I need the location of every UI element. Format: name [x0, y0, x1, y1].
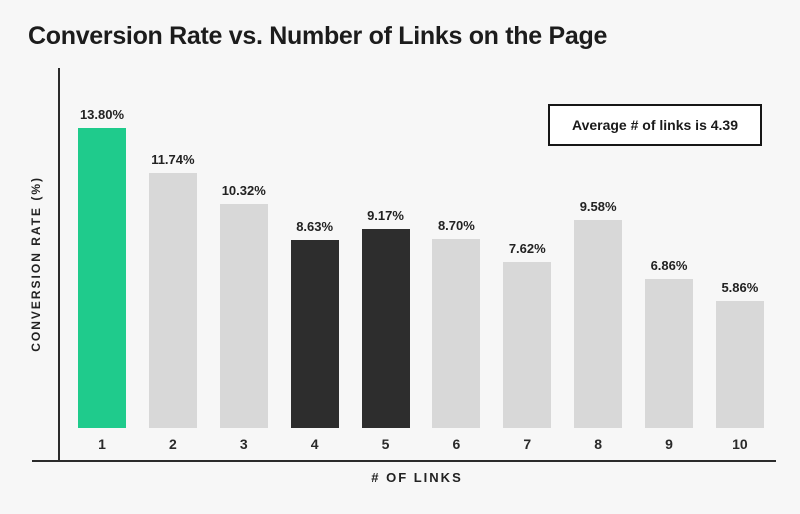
x-axis-line	[32, 460, 776, 462]
chart-title: Conversion Rate vs. Number of Links on t…	[28, 22, 608, 50]
x-tick-label: 6	[452, 436, 461, 452]
bar	[645, 279, 693, 428]
x-tick-label: 10	[732, 436, 748, 452]
bar-value-label: 5.86%	[721, 280, 759, 295]
plot-area: Average # of links is 4.39 13.80% 1 11.74%…	[58, 68, 776, 460]
x-tick-label: 3	[239, 436, 248, 452]
annotation-box: Average # of links is 4.39	[547, 104, 762, 146]
y-axis: CONVERSION RATE (%)	[14, 68, 58, 460]
x-tick-label: 7	[523, 436, 532, 452]
bar	[574, 220, 623, 428]
bars-container: 13.80% 1 11.74% 2 10.32% 3 8.63% 4 9.17% 5 8.70% 6 7…	[60, 68, 776, 460]
bar-value-label: 11.74%	[151, 152, 195, 167]
bar	[78, 128, 126, 428]
x-tick-label: 5	[381, 436, 390, 452]
x-tick-label: 9	[665, 436, 673, 452]
bar	[361, 229, 410, 428]
bar-value-label: 7.62%	[508, 241, 546, 256]
bar	[148, 173, 197, 428]
bar-group: 9.58% 8	[574, 199, 623, 460]
bar	[503, 262, 552, 428]
annotation-text: Average # of links is 4.39	[571, 117, 738, 133]
bar-value-label: 9.58%	[579, 199, 617, 214]
bar-group: 10.32% 3	[219, 183, 268, 460]
x-tick-label: 4	[310, 436, 319, 452]
bar-value-label: 9.17%	[367, 208, 404, 223]
x-axis-title: # OF LINKS	[371, 470, 463, 485]
bar-value-label: 8.63%	[296, 219, 334, 234]
page: Conversion Rate vs. Number of Links on t…	[0, 20, 800, 514]
x-tick-label: 2	[168, 436, 177, 452]
bar-group: 6.86% 9	[645, 258, 693, 460]
bar	[219, 204, 268, 428]
y-axis-label: CONVERSION RATE (%)	[29, 176, 43, 352]
bar-group: 8.63% 4	[290, 219, 339, 460]
bar-group: 5.86% 10	[715, 280, 764, 460]
bar-value-label: 13.80%	[79, 107, 125, 122]
bar-group: 7.62% 7	[503, 241, 552, 460]
bar-group: 13.80% 1	[78, 107, 126, 460]
bar	[290, 240, 339, 428]
bar-group: 8.70% 6	[432, 218, 481, 460]
bar	[432, 239, 481, 428]
bar-chart: CONVERSION RATE (%) Average # of links i…	[14, 68, 776, 485]
bar-group: 9.17% 5	[361, 208, 410, 460]
bar-value-label: 8.70%	[437, 218, 475, 233]
bar	[715, 301, 764, 428]
x-tick-label: 8	[594, 436, 603, 452]
bar-group: 11.74% 2	[148, 152, 197, 460]
x-tick-label: 1	[98, 436, 106, 452]
bar-value-label: 6.86%	[650, 258, 688, 273]
bar-value-label: 10.32%	[221, 183, 266, 198]
